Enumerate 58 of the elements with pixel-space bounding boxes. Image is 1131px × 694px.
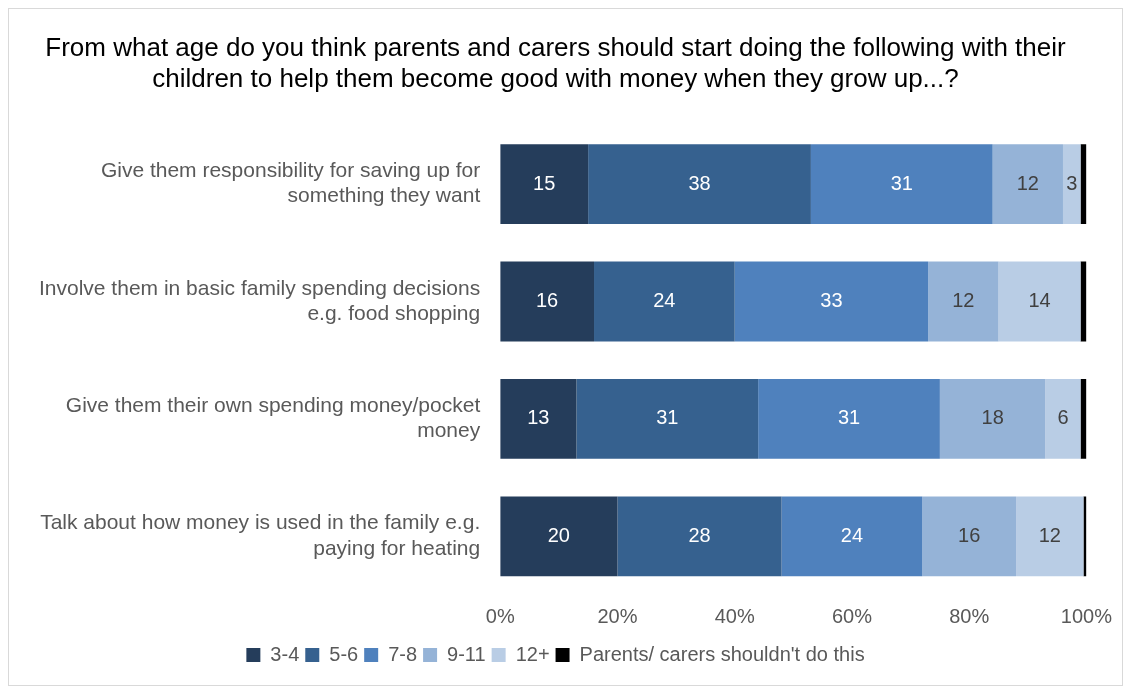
data-label: 15 bbox=[533, 171, 556, 194]
bar bbox=[758, 378, 940, 459]
bar bbox=[781, 496, 923, 577]
data-label: 6 bbox=[1057, 406, 1069, 429]
data-label: 33 bbox=[820, 289, 843, 312]
bar bbox=[617, 496, 782, 577]
data-label: 14 bbox=[1028, 289, 1051, 312]
bar bbox=[1045, 378, 1081, 459]
data-label: 20 bbox=[547, 523, 570, 546]
bar bbox=[588, 144, 811, 225]
bar bbox=[1016, 496, 1084, 577]
x-tick-label: 100% bbox=[1060, 604, 1113, 627]
bar bbox=[922, 496, 1017, 577]
bar bbox=[500, 496, 618, 577]
data-label: 3 bbox=[1066, 171, 1078, 194]
bar bbox=[500, 378, 577, 459]
bar bbox=[810, 144, 993, 225]
data-label: 24 bbox=[653, 289, 676, 312]
data-label: 12 bbox=[1016, 171, 1039, 194]
x-tick-label: 80% bbox=[949, 604, 990, 627]
legend-label: 5-6 bbox=[329, 642, 359, 665]
bar bbox=[1062, 144, 1081, 225]
bar bbox=[594, 261, 735, 342]
data-label: 13 bbox=[527, 406, 550, 429]
x-tick-label: 20% bbox=[597, 604, 638, 627]
y-tick-label: Give them their own spending money/pocket money bbox=[65, 393, 481, 442]
legend-label: Parents/ carers shouldn't do this bbox=[579, 642, 865, 665]
data-label: 31 bbox=[656, 406, 679, 429]
y-tick-label: Involve them in basic family spending decisions e.g. food shopping bbox=[38, 275, 481, 324]
data-label: 16 bbox=[536, 289, 559, 312]
chart-title: From what age do you think parents and carers should start doing the following with their children to help them become good with money when they grow up...? bbox=[45, 31, 1066, 93]
bar bbox=[500, 144, 589, 225]
data-label: 16 bbox=[958, 523, 981, 546]
legend-label: 7-8 bbox=[388, 642, 418, 665]
data-label: 24 bbox=[840, 523, 864, 546]
legend-label: 9-11 bbox=[447, 642, 486, 665]
bar bbox=[500, 261, 595, 342]
y-tick-label: Give them responsibility for saving up for something they want bbox=[100, 158, 481, 207]
data-label: 31 bbox=[837, 406, 861, 429]
data-label: 12 bbox=[952, 289, 975, 312]
bar bbox=[576, 378, 759, 459]
y-tick-label: Talk about how money is used in the family e.g. paying for heating bbox=[40, 510, 481, 559]
data-label: 28 bbox=[688, 523, 711, 546]
bar bbox=[939, 378, 1046, 459]
legend-label: 3-4 bbox=[270, 642, 300, 665]
legend-label: 12+ bbox=[515, 642, 550, 665]
x-tick-label: 40% bbox=[714, 604, 755, 627]
bar bbox=[998, 261, 1081, 342]
x-tick-label: 0% bbox=[485, 604, 515, 627]
x-tick-label: 60% bbox=[831, 604, 873, 627]
bar bbox=[992, 144, 1063, 225]
bar bbox=[734, 261, 929, 342]
data-label: 38 bbox=[688, 171, 711, 194]
data-label: 31 bbox=[890, 171, 913, 194]
bar bbox=[928, 261, 999, 342]
data-label: 12 bbox=[1038, 523, 1061, 546]
data-label: 18 bbox=[981, 406, 1004, 429]
bar bbox=[1083, 496, 1087, 577]
